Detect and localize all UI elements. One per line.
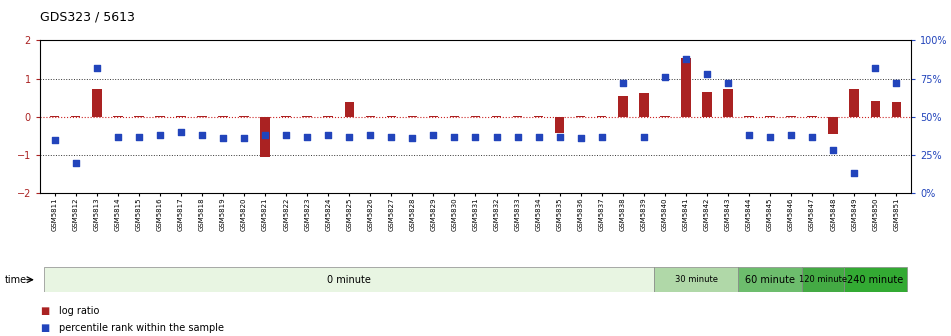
- Text: time: time: [5, 275, 27, 285]
- Text: log ratio: log ratio: [59, 306, 100, 316]
- Point: [510, 134, 525, 139]
- Point: [699, 71, 714, 77]
- Bar: [513, 116, 522, 117]
- Point: [300, 134, 315, 139]
- Bar: [492, 116, 501, 117]
- Bar: [197, 116, 206, 117]
- Point: [405, 135, 420, 141]
- Bar: [176, 116, 185, 117]
- Point: [825, 148, 841, 153]
- Bar: [723, 89, 732, 117]
- Bar: [702, 92, 711, 117]
- Point: [763, 134, 778, 139]
- Text: 30 minute: 30 minute: [675, 275, 718, 284]
- Point: [888, 80, 903, 86]
- Point: [426, 132, 441, 138]
- Bar: [44, 267, 654, 292]
- Point: [615, 80, 631, 86]
- Point: [678, 56, 693, 61]
- Bar: [802, 267, 844, 292]
- Point: [48, 137, 63, 142]
- Point: [867, 65, 883, 71]
- Bar: [240, 116, 249, 117]
- Point: [468, 134, 483, 139]
- Point: [362, 132, 378, 138]
- Point: [573, 135, 589, 141]
- Text: 120 minute: 120 minute: [799, 275, 846, 284]
- Bar: [618, 96, 628, 117]
- Point: [237, 135, 252, 141]
- Point: [131, 134, 146, 139]
- Bar: [155, 116, 165, 117]
- Bar: [849, 89, 859, 117]
- Bar: [408, 116, 417, 117]
- Bar: [654, 267, 739, 292]
- Bar: [261, 117, 270, 157]
- Point: [152, 132, 167, 138]
- Point: [341, 134, 357, 139]
- Text: GDS323 / 5613: GDS323 / 5613: [40, 10, 135, 23]
- Point: [258, 132, 273, 138]
- Bar: [745, 116, 754, 117]
- Point: [552, 134, 567, 139]
- Bar: [323, 116, 333, 117]
- Point: [657, 74, 672, 80]
- Bar: [471, 116, 480, 117]
- Text: ■: ■: [40, 323, 49, 333]
- Point: [805, 134, 820, 139]
- Bar: [766, 116, 775, 117]
- Bar: [739, 267, 802, 292]
- Bar: [450, 116, 459, 117]
- Bar: [660, 116, 670, 117]
- Bar: [639, 93, 649, 117]
- Point: [594, 134, 610, 139]
- Bar: [891, 102, 901, 117]
- Bar: [844, 267, 907, 292]
- Point: [216, 135, 231, 141]
- Bar: [555, 117, 564, 133]
- Text: ■: ■: [40, 306, 49, 316]
- Bar: [113, 116, 123, 117]
- Point: [636, 134, 651, 139]
- Bar: [534, 116, 543, 117]
- Point: [784, 132, 799, 138]
- Bar: [681, 57, 690, 117]
- Text: 240 minute: 240 minute: [847, 275, 903, 285]
- Text: 60 minute: 60 minute: [745, 275, 795, 285]
- Bar: [219, 116, 228, 117]
- Point: [742, 132, 757, 138]
- Bar: [786, 116, 796, 117]
- Point: [194, 132, 209, 138]
- Point: [447, 134, 462, 139]
- Point: [846, 171, 862, 176]
- Point: [384, 134, 399, 139]
- Bar: [134, 116, 144, 117]
- Bar: [576, 116, 586, 117]
- Bar: [429, 116, 438, 117]
- Bar: [828, 117, 838, 134]
- Bar: [365, 116, 375, 117]
- Point: [279, 132, 294, 138]
- Text: 0 minute: 0 minute: [327, 275, 371, 285]
- Point: [320, 132, 336, 138]
- Bar: [870, 101, 880, 117]
- Bar: [597, 116, 607, 117]
- Bar: [344, 102, 354, 117]
- Bar: [302, 116, 312, 117]
- Bar: [92, 89, 102, 117]
- Bar: [71, 116, 81, 117]
- Text: percentile rank within the sample: percentile rank within the sample: [59, 323, 224, 333]
- Point: [531, 134, 546, 139]
- Point: [173, 129, 188, 135]
- Point: [89, 65, 105, 71]
- Point: [489, 134, 504, 139]
- Bar: [281, 116, 291, 117]
- Point: [720, 80, 735, 86]
- Point: [110, 134, 126, 139]
- Point: [68, 160, 84, 165]
- Bar: [807, 116, 817, 117]
- Bar: [50, 116, 60, 117]
- Bar: [387, 116, 396, 117]
